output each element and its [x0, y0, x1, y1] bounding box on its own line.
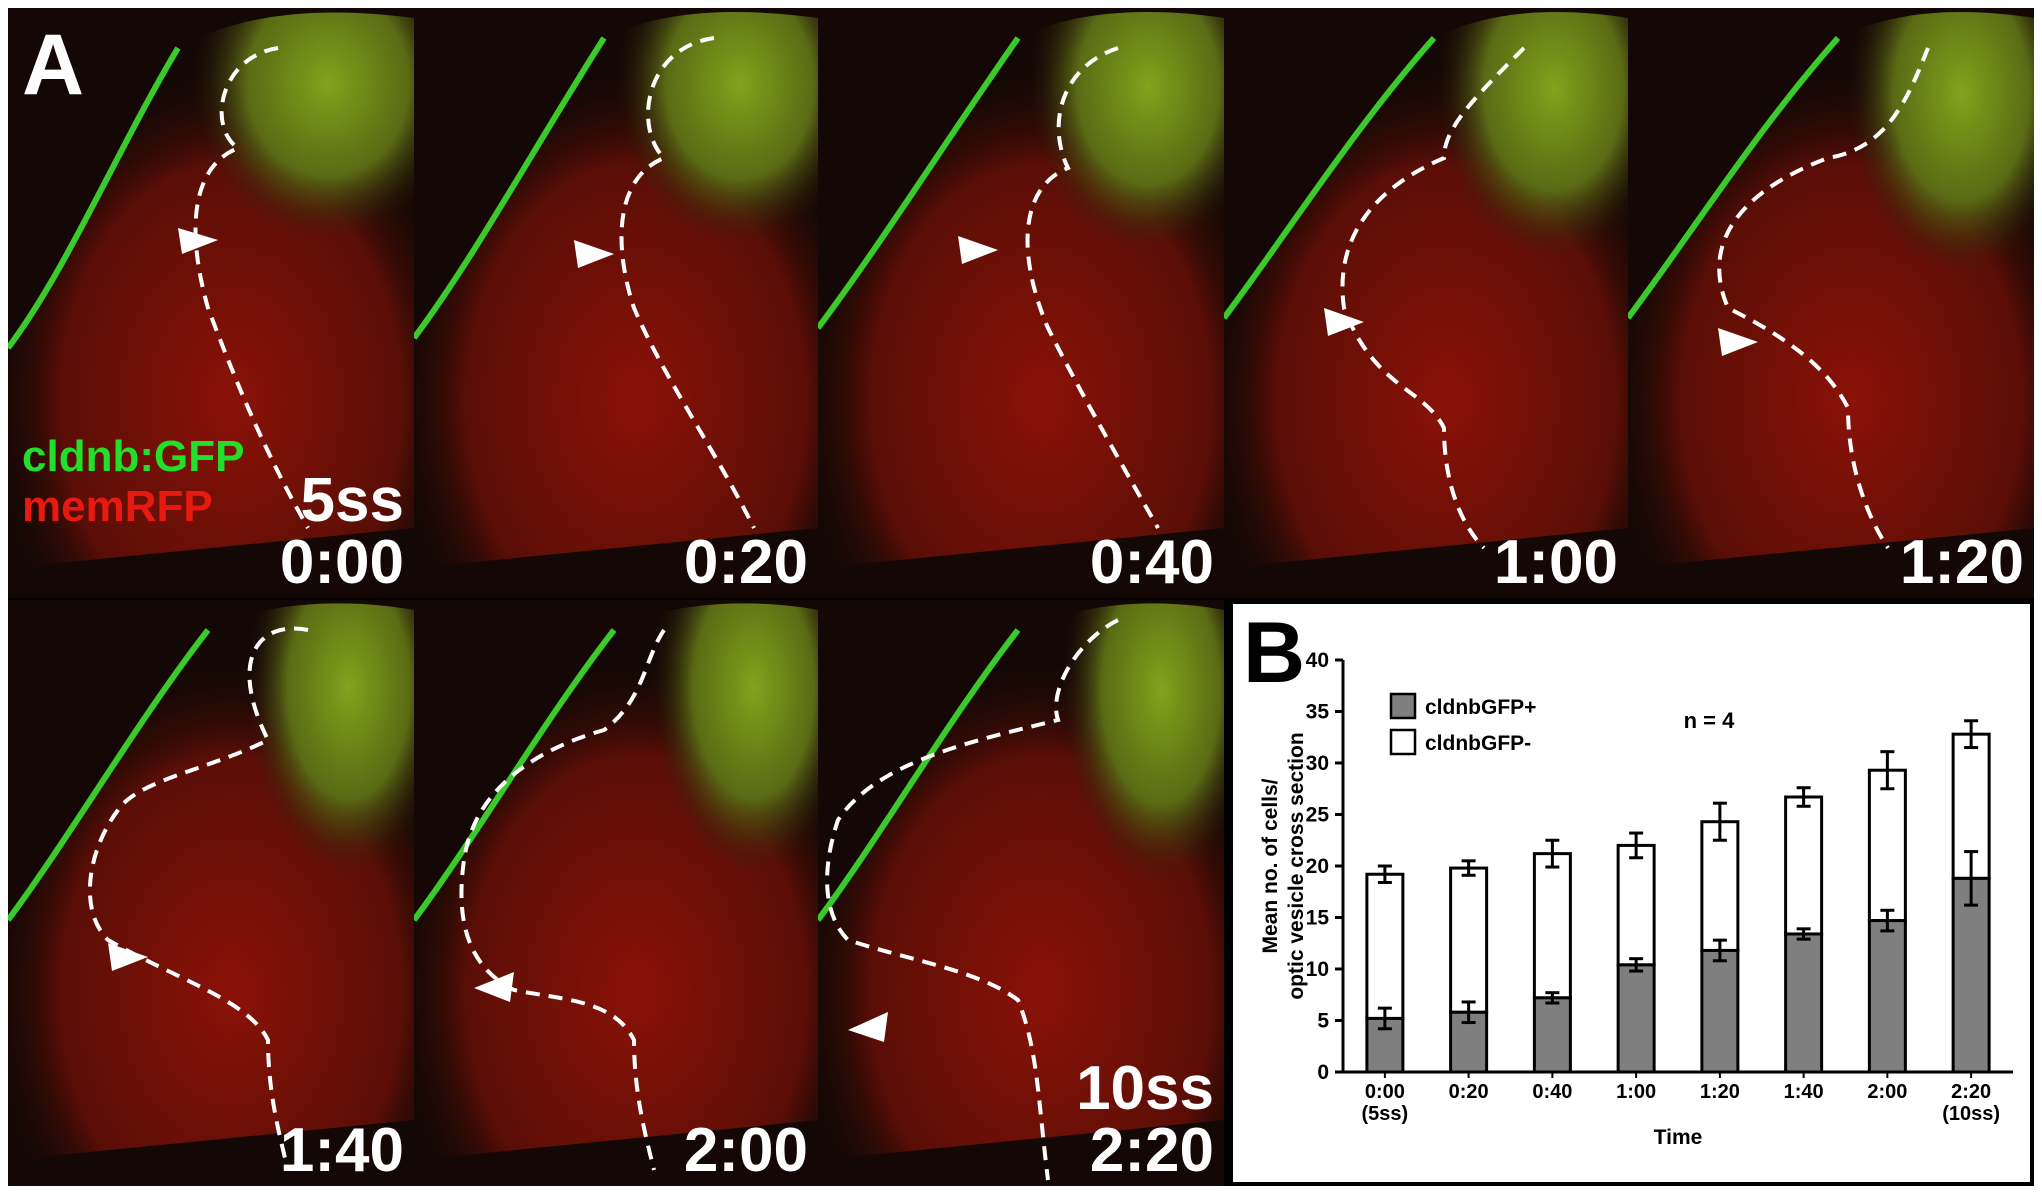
bar-gfp-negative [1449, 866, 1489, 1014]
stage-label: 5ss [300, 466, 404, 535]
timestamp: 0:40 [1090, 532, 1214, 594]
timestamp: 1:00 [1494, 532, 1618, 594]
time-label: 0:40 [1089, 528, 1214, 597]
frame-panel: 1:20 [1628, 8, 2034, 598]
x-axis-label: Time [1654, 1126, 1703, 1149]
x-tick-label: 1:20 [1700, 1081, 1740, 1103]
y-tick-label: 40 [1306, 649, 1329, 672]
timestamp: 2:00 [684, 1120, 808, 1182]
time-label: 1:40 [279, 1116, 404, 1185]
bar-gfp-negative [1867, 768, 1907, 923]
frame-panel: 10ss 2:20 [818, 600, 1224, 1186]
timestamp: 1:20 [1900, 532, 2024, 594]
x-tick-sublabel: (5ss) [1362, 1103, 1409, 1125]
bar-gfp-positive [1616, 963, 1656, 1074]
x-tick-label: 0:20 [1449, 1081, 1489, 1103]
y-tick-label: 30 [1306, 752, 1329, 775]
microscopy-image [414, 600, 818, 1171]
bar-gfp-positive [1951, 876, 1991, 1074]
y-tick-label: 20 [1306, 855, 1329, 878]
stage-label: 10ss [1076, 1054, 1214, 1123]
x-tick-label: 0:40 [1532, 1081, 1572, 1103]
frame-panel: 2:00 [414, 600, 818, 1186]
figure: A cldnb:GFP memRFP 5ss 0:00 0:20 [8, 8, 2034, 1186]
panel-a-letter: A [22, 17, 85, 113]
channel-legend: cldnb:GFP memRFP [22, 432, 244, 532]
bar-gfp-negative [1532, 852, 1572, 1000]
microscopy-image [1628, 8, 2034, 568]
x-tick-label: 2:20 [1951, 1081, 1991, 1103]
legend-swatch-gfp-negative [1389, 728, 1417, 756]
frame-panel: 0:40 [818, 8, 1224, 598]
bar-gfp-positive [1532, 996, 1572, 1074]
frame-panel: 1:00 [1224, 8, 1628, 598]
bar-gfp-positive [1700, 948, 1740, 1074]
legend-label-gfp-negative: cldnbGFP- [1425, 732, 1531, 755]
microscopy-image [8, 8, 414, 568]
y-tick-label: 25 [1306, 804, 1330, 827]
microscopy-image [1224, 8, 1628, 568]
timestamp: 5ss 0:00 [280, 470, 404, 594]
y-axis-label-line2: optic vesicle cross section [1285, 732, 1308, 999]
x-tick-sublabel: (10ss) [1942, 1103, 2000, 1125]
red-channel-label: memRFP [22, 482, 213, 531]
time-label: 1:20 [1899, 528, 2024, 597]
time-label: 0:00 [279, 528, 404, 597]
legend-label-gfp-positive: cldnbGFP+ [1425, 696, 1536, 719]
microscopy-image [818, 8, 1224, 568]
bar-gfp-positive [1784, 932, 1824, 1074]
timestamp: 10ss 2:20 [1076, 1058, 1214, 1182]
bar-gfp-positive [1867, 919, 1907, 1074]
stacked-bar-chart: 0 5 10 15 20 25 30 35 40 Mean no. of cells/optic … [1259, 649, 2013, 1149]
panel-b-chart: 0 5 10 15 20 25 30 35 40 Mean no. of cells/optic … [1229, 600, 2034, 1186]
time-label: 2:20 [1089, 1116, 1214, 1185]
microscopy-image [414, 8, 818, 568]
y-tick-label: 10 [1306, 958, 1329, 981]
y-axis-label-line1: Mean no. of cells/ [1259, 778, 1282, 953]
x-tick-label: 0:00 [1365, 1081, 1405, 1103]
time-label: 1:00 [1493, 528, 1618, 597]
y-tick-label: 5 [1317, 1010, 1329, 1033]
x-tick-label: 2:00 [1867, 1081, 1907, 1103]
timestamp: 0:20 [684, 532, 808, 594]
legend-swatch-gfp-positive [1389, 692, 1417, 720]
frame-panel: A cldnb:GFP memRFP 5ss 0:00 [8, 8, 414, 598]
sample-size-annotation: n = 4 [1684, 708, 1736, 733]
bar-gfp-negative [1784, 795, 1824, 936]
x-tick-label: 1:40 [1784, 1081, 1824, 1103]
microscopy-image [818, 600, 1224, 1181]
microscopy-image [8, 600, 414, 1171]
y-tick-label: 0 [1317, 1061, 1329, 1084]
panel-b-letter: B [1243, 605, 1306, 701]
timestamp: 1:40 [280, 1120, 404, 1182]
y-tick-label: 35 [1306, 701, 1330, 724]
time-label: 2:00 [683, 1116, 808, 1185]
bar-gfp-negative [1365, 872, 1405, 1020]
y-tick-label: 15 [1306, 907, 1330, 930]
frame-panel: 0:20 [414, 8, 818, 598]
green-channel-label: cldnb:GFP [22, 432, 245, 481]
bar-gfp-negative [1616, 843, 1656, 967]
x-tick-label: 1:00 [1616, 1081, 1656, 1103]
frame-panel: 1:40 [8, 600, 414, 1186]
time-label: 0:20 [683, 528, 808, 597]
